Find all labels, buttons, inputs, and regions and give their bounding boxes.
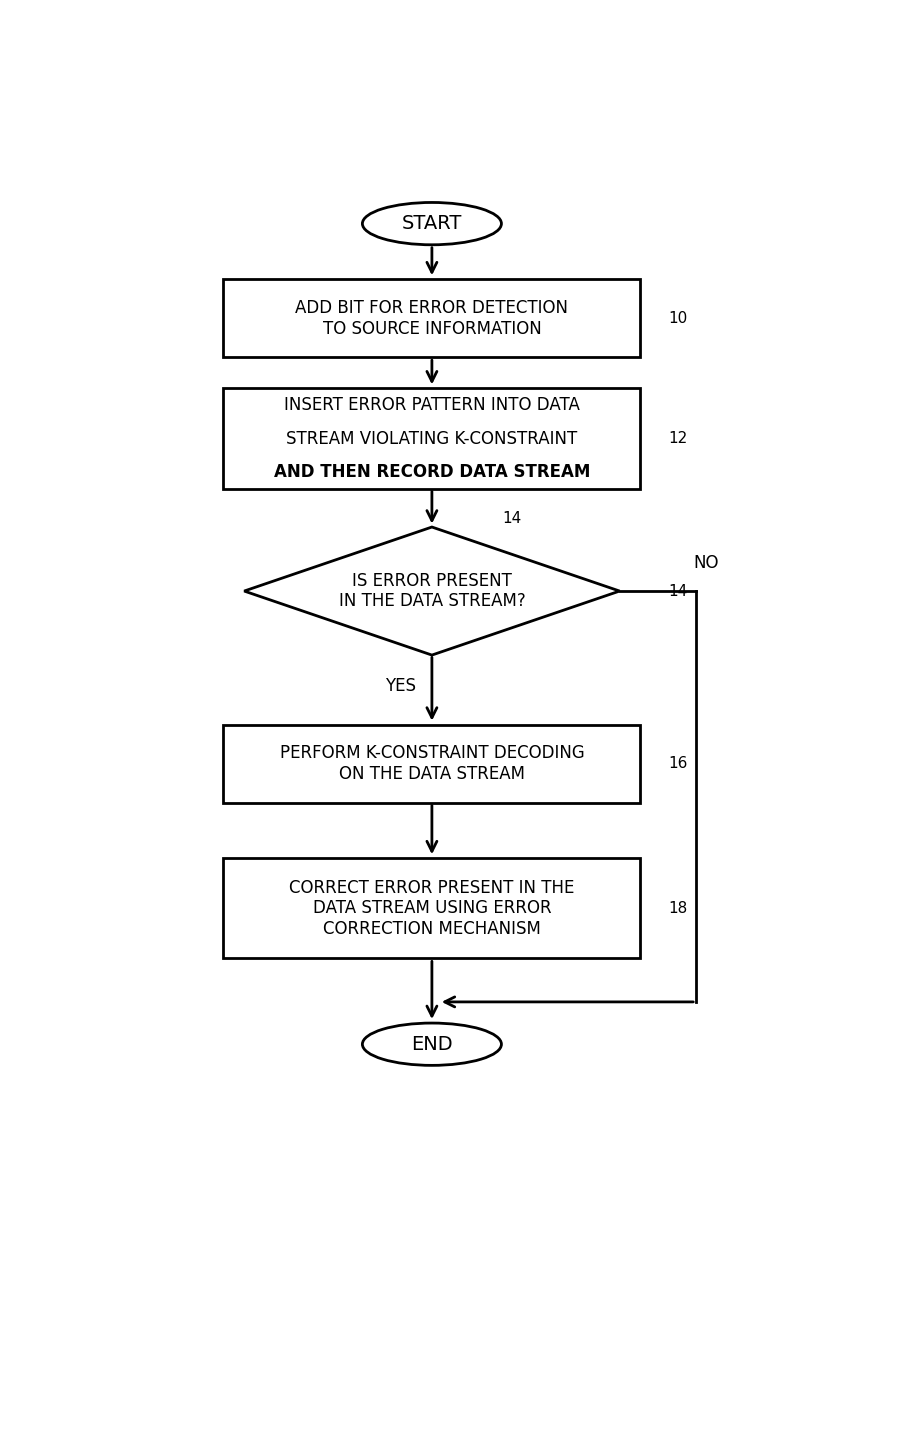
- Text: ADD BIT FOR ERROR DETECTION
TO SOURCE INFORMATION: ADD BIT FOR ERROR DETECTION TO SOURCE IN…: [295, 299, 569, 338]
- Text: NO: NO: [693, 554, 719, 573]
- Text: END: END: [411, 1035, 453, 1054]
- Text: CORRECT ERROR PRESENT IN THE
DATA STREAM USING ERROR
CORRECTION MECHANISM: CORRECT ERROR PRESENT IN THE DATA STREAM…: [289, 879, 575, 938]
- FancyBboxPatch shape: [223, 389, 640, 489]
- Text: STREAM VIOLATING K-CONSTRAINT: STREAM VIOLATING K-CONSTRAINT: [286, 429, 578, 447]
- Text: INSERT ERROR PATTERN INTO DATA: INSERT ERROR PATTERN INTO DATA: [284, 396, 579, 414]
- FancyBboxPatch shape: [223, 279, 640, 357]
- FancyBboxPatch shape: [223, 859, 640, 959]
- Text: 14: 14: [668, 584, 687, 599]
- Text: 10: 10: [668, 311, 687, 325]
- Text: 12: 12: [668, 431, 687, 445]
- Text: 18: 18: [668, 901, 687, 915]
- Ellipse shape: [362, 1024, 501, 1066]
- Ellipse shape: [362, 202, 501, 244]
- Text: PERFORM K-CONSTRAINT DECODING
ON THE DATA STREAM: PERFORM K-CONSTRAINT DECODING ON THE DAT…: [280, 745, 584, 784]
- FancyBboxPatch shape: [223, 724, 640, 803]
- Text: YES: YES: [385, 677, 416, 694]
- Text: 14: 14: [502, 512, 521, 526]
- Polygon shape: [244, 526, 620, 655]
- Text: AND THEN RECORD DATA STREAM: AND THEN RECORD DATA STREAM: [274, 463, 590, 482]
- Text: START: START: [402, 214, 462, 233]
- Text: 16: 16: [668, 756, 688, 771]
- Text: IS ERROR PRESENT
IN THE DATA STREAM?: IS ERROR PRESENT IN THE DATA STREAM?: [338, 571, 526, 610]
